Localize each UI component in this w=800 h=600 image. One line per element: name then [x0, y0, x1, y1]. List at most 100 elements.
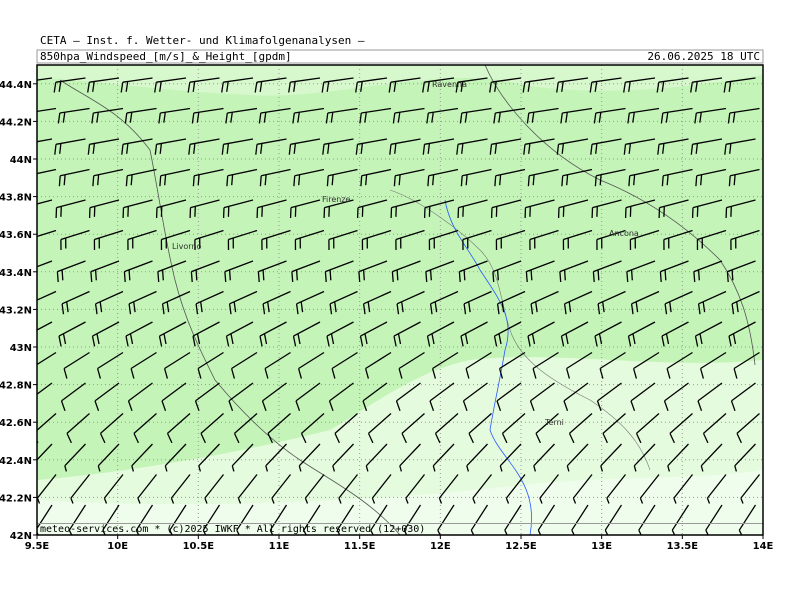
wind-barb: [222, 199, 254, 219]
header-box: [36, 49, 764, 64]
lat-label: 42.6N: [0, 418, 32, 429]
wind-barb: [188, 138, 220, 155]
lat-label: 43N: [10, 343, 32, 354]
wind-barb: [545, 536, 559, 568]
wind-barb: [198, 443, 220, 472]
wind-barb: [225, 107, 258, 124]
wind-barb: [158, 107, 191, 124]
wind-barb: [661, 168, 693, 187]
wind-barb: [292, 321, 321, 347]
wind-barb: [170, 474, 191, 504]
wind-barb: [699, 351, 727, 379]
wind-barb: [526, 107, 559, 124]
wind-barb: [702, 413, 727, 444]
wind-barb: [563, 290, 593, 315]
wind-barb: [690, 138, 723, 155]
wind-barb: [428, 229, 459, 251]
wind-barb: [360, 168, 392, 187]
wind-barb: [194, 229, 224, 251]
city: Livorno: [172, 242, 202, 251]
wind-barb: [355, 77, 388, 93]
wind-barb: [221, 77, 254, 93]
wind-barb: [194, 382, 220, 412]
wind-barb: [256, 199, 287, 219]
wind-barb: [224, 260, 254, 283]
wind-barb: [630, 382, 656, 412]
wind-barb: [659, 260, 689, 283]
wind-barb: [499, 443, 522, 472]
wind-barb: [525, 260, 555, 283]
wind-barb: [597, 290, 626, 315]
valid-time: 26.06.2025 18 UTC: [647, 50, 760, 63]
wind-barb: [694, 321, 723, 347]
wind-barb: [66, 413, 90, 444]
wind-barb: [660, 107, 693, 124]
wind-barb: [197, 351, 224, 379]
wind-barb: [120, 77, 153, 93]
wind-barb: [94, 290, 124, 315]
wind-barb: [60, 382, 86, 412]
wind-barb: [496, 290, 526, 315]
wind-barb: [493, 321, 522, 347]
wind-barb: [562, 229, 593, 251]
wind-barb: [661, 321, 689, 347]
wind-barb: [632, 351, 660, 379]
lon-label: 11E: [269, 541, 290, 552]
wind-barb: [388, 77, 421, 93]
wind-barb: [292, 107, 325, 124]
wind-barb: [593, 107, 626, 124]
wind-barb: [696, 229, 727, 251]
wind-barb: [91, 107, 124, 124]
wind-barb: [326, 168, 358, 187]
wind-barb: [192, 321, 220, 347]
lat-label: 42.8N: [0, 381, 32, 392]
wind-barb: [429, 290, 459, 315]
wind-barb: [37, 443, 53, 461]
wind-barb: [154, 138, 187, 155]
wind-barb: [695, 168, 727, 187]
wind-barb: [527, 168, 559, 187]
wind-barb: [294, 229, 325, 251]
wind-barb: [364, 351, 392, 379]
lat-label: 42.2N: [0, 493, 32, 504]
wind-barb: [630, 290, 660, 315]
wind-barb: [191, 107, 224, 124]
lon-label: 13E: [591, 541, 612, 552]
wind-barb: [204, 474, 225, 504]
wind-barb: [697, 382, 723, 412]
wind-barb: [355, 138, 388, 155]
wind-barb: [230, 351, 258, 379]
wind-barb: [462, 382, 488, 412]
wind-barb: [535, 413, 559, 444]
wind-barb: [395, 382, 421, 412]
lon-label: 10E: [107, 541, 128, 552]
lat-label: 44N: [10, 155, 32, 166]
wind-barb: [257, 260, 287, 283]
wind-barb: [666, 351, 693, 379]
wind-barb: [189, 199, 220, 219]
wind-barb: [393, 321, 421, 347]
wind-barb: [706, 474, 727, 504]
wind-barb: [505, 474, 526, 504]
wind-barb: [494, 168, 526, 187]
wind-barb: [568, 413, 593, 444]
wind-barb: [195, 290, 224, 315]
wind-barb: [255, 138, 287, 155]
lon-label: 9.5E: [25, 541, 50, 552]
wind-barb: [267, 413, 291, 444]
wind-barb: [468, 413, 492, 444]
wind-barb: [37, 321, 53, 331]
wind-barb: [529, 229, 559, 251]
wind-barb: [88, 199, 120, 219]
wind-barb: [310, 536, 324, 568]
wind-barb: [431, 351, 459, 379]
wind-barb: [565, 351, 593, 379]
wind-barb: [527, 321, 555, 347]
wind-barb: [466, 443, 488, 472]
wind-barb: [457, 199, 488, 219]
wind-barb: [298, 443, 321, 472]
wind-barb: [389, 138, 421, 155]
wind-barb: [691, 199, 723, 219]
wind-barb: [226, 168, 258, 187]
wind-barb: [237, 474, 258, 504]
